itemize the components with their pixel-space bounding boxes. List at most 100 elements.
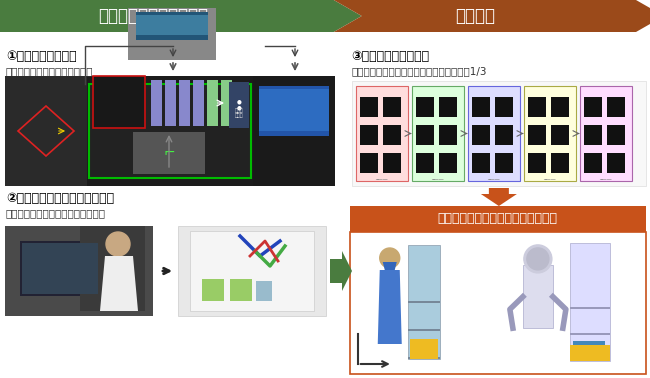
Circle shape <box>527 248 549 270</box>
Bar <box>207 80 218 126</box>
Bar <box>89 84 251 178</box>
Text: ─────: ───── <box>432 178 444 182</box>
Bar <box>570 345 610 361</box>
Bar <box>80 226 145 311</box>
Bar <box>606 153 625 173</box>
Bar <box>408 329 440 331</box>
Bar <box>259 89 329 131</box>
Text: 机器人动作的预设计阶段: 机器人动作的预设计阶段 <box>98 7 208 25</box>
Text: ●
●: ● ● <box>237 99 241 110</box>
Bar <box>383 125 401 145</box>
Polygon shape <box>481 188 517 206</box>
Bar <box>350 206 646 232</box>
Bar <box>151 80 162 126</box>
Bar <box>202 279 224 301</box>
Bar <box>584 153 602 173</box>
Text: 利用机器人完成部件供应和组装作业: 利用机器人完成部件供应和组装作业 <box>438 212 558 226</box>
Text: 通过模拟器学习操作物体的方法: 通过模拟器学习操作物体的方法 <box>6 66 94 76</box>
Bar <box>495 125 513 145</box>
Bar <box>408 245 440 359</box>
Bar <box>178 226 326 316</box>
Bar <box>133 132 205 174</box>
Bar <box>383 153 401 173</box>
Bar <box>352 81 646 186</box>
Bar <box>259 86 329 136</box>
Bar <box>128 8 216 60</box>
Bar <box>408 301 440 303</box>
Bar <box>495 97 513 117</box>
Text: 机器人立即重现人类使用工具的工作: 机器人立即重现人类使用工具的工作 <box>6 208 106 218</box>
Bar <box>573 341 605 359</box>
Bar <box>570 333 610 335</box>
Circle shape <box>524 245 552 273</box>
Polygon shape <box>0 0 362 32</box>
Bar <box>416 97 434 117</box>
Bar <box>580 86 632 181</box>
Bar <box>253 76 335 186</box>
Bar <box>22 243 98 294</box>
Bar <box>383 97 401 117</box>
Bar <box>350 232 646 374</box>
Bar <box>472 153 489 173</box>
Text: ─────: ───── <box>488 178 500 182</box>
Bar <box>606 97 625 117</box>
Bar <box>528 153 546 173</box>
Text: ①缠绕部件供应技术: ①缠绕部件供应技术 <box>6 50 77 63</box>
Bar <box>524 86 576 181</box>
Bar <box>229 82 249 128</box>
Bar <box>439 97 457 117</box>
Text: 运行阶段: 运行阶段 <box>455 7 495 25</box>
Bar <box>5 76 87 186</box>
Bar <box>356 86 408 181</box>
Bar <box>495 153 513 173</box>
Bar <box>410 339 437 359</box>
Circle shape <box>380 248 400 268</box>
Bar <box>136 12 208 40</box>
Bar <box>551 97 569 117</box>
Bar <box>93 76 145 128</box>
Bar <box>359 125 378 145</box>
Bar <box>472 97 489 117</box>
Text: ②使用工具的组装作业规划技术: ②使用工具的组装作业规划技术 <box>6 192 114 205</box>
Bar <box>606 125 625 145</box>
Bar <box>528 125 546 145</box>
Bar <box>416 125 434 145</box>
Bar <box>416 153 434 173</box>
Bar <box>570 359 610 361</box>
Bar <box>523 265 553 328</box>
Bar <box>439 125 457 145</box>
Bar <box>179 80 190 126</box>
Bar <box>439 153 457 173</box>
Bar <box>165 80 176 126</box>
Text: 積み有
積み無: 積み有 積み無 <box>235 108 243 118</box>
Bar <box>570 243 610 361</box>
Text: ─────: ───── <box>543 178 556 182</box>
Bar <box>359 97 378 117</box>
Bar <box>230 279 252 301</box>
Bar <box>551 153 569 173</box>
Polygon shape <box>383 262 396 270</box>
Bar <box>221 80 232 126</box>
Bar <box>584 97 602 117</box>
Bar <box>570 307 610 309</box>
Bar <box>359 153 378 173</box>
Text: ③视觉作业高速化技术: ③视觉作业高速化技术 <box>352 50 430 63</box>
Bar <box>408 357 440 359</box>
Polygon shape <box>100 256 138 311</box>
Bar <box>5 76 335 186</box>
Text: 通过压缩和恢复信息，作业时间最大缩短至1/3: 通过压缩和恢复信息，作业时间最大缩短至1/3 <box>352 66 488 76</box>
Bar <box>136 15 208 35</box>
Polygon shape <box>378 270 402 344</box>
Text: ⌐: ⌐ <box>163 145 175 159</box>
Bar <box>411 86 463 181</box>
Bar <box>190 231 314 311</box>
Polygon shape <box>333 0 650 32</box>
Circle shape <box>106 232 130 256</box>
Text: ─────: ───── <box>376 178 388 182</box>
Bar <box>20 241 100 296</box>
Bar <box>468 86 520 181</box>
Bar <box>193 80 204 126</box>
Bar <box>256 281 272 301</box>
Polygon shape <box>330 251 352 291</box>
Bar <box>472 125 489 145</box>
